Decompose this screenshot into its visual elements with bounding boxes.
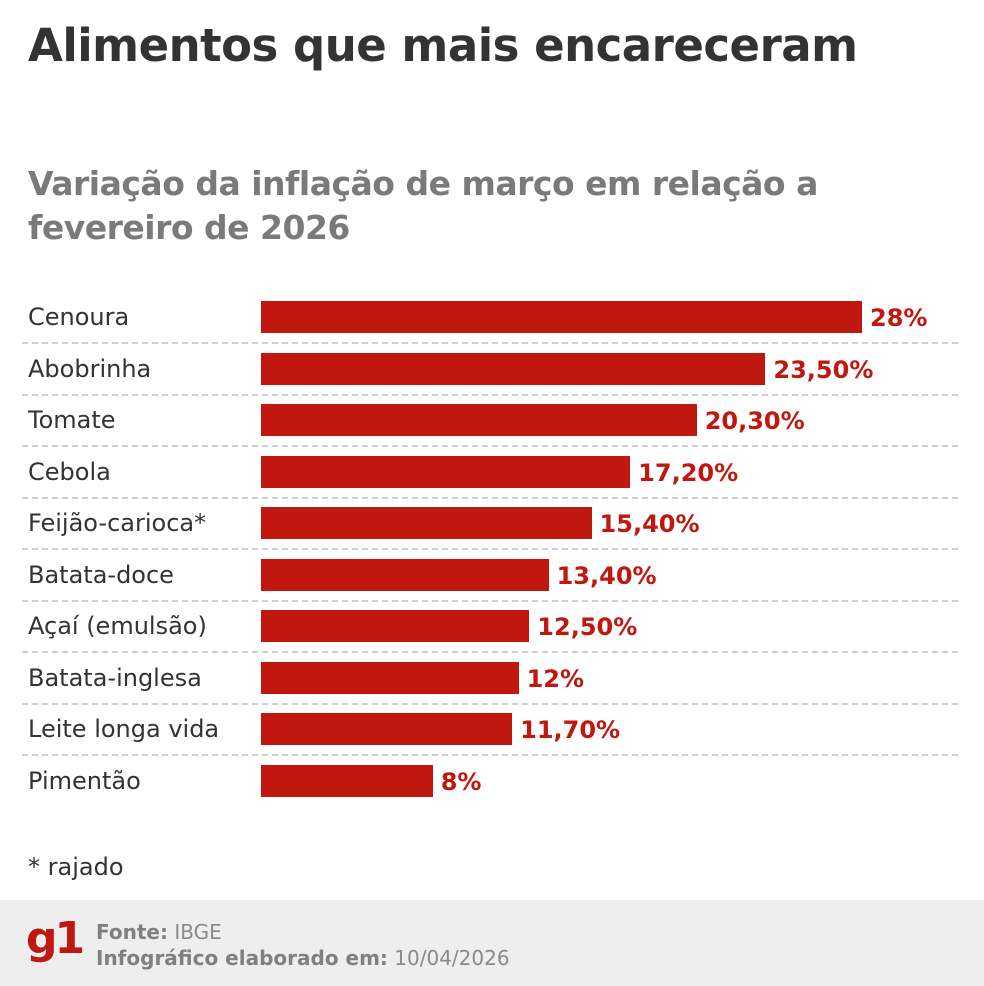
chart-subtitle: Variação da inflação de março em relação…	[28, 164, 818, 247]
row-divider	[22, 496, 958, 499]
data-label: 13,40%	[556, 561, 657, 590]
bar	[261, 713, 513, 745]
data-label: 15,40%	[599, 510, 700, 538]
data-label: 12,50%	[537, 613, 638, 641]
footer: g1 Fonte: IBGE Infográfico elaborado em:…	[0, 900, 984, 986]
row-divider	[22, 393, 958, 396]
category-label: Açaí (emulsão)	[28, 612, 207, 640]
data-label: 8%	[440, 767, 482, 796]
data-label: 12%	[526, 664, 585, 693]
category-label: Leite longa vida	[28, 715, 220, 743]
row-divider	[22, 342, 958, 344]
row-divider	[22, 548, 958, 550]
date-value: 10/04/2026	[394, 946, 510, 970]
row-divider	[22, 754, 958, 756]
bar	[261, 404, 697, 436]
data-label: 28%	[870, 304, 928, 332]
category-label: Batata-doce	[28, 560, 174, 589]
source-line: Fonte: IBGE	[96, 920, 222, 944]
bar-chart: Cenoura 28% Abobrinha 23,50% Tomate 20,30% Ceb…	[22, 301, 958, 797]
category-label: Feijão-carioca*	[28, 509, 207, 537]
footnote: * rajado	[28, 853, 124, 881]
bar	[261, 301, 862, 333]
bar	[261, 558, 549, 591]
bar	[261, 352, 766, 385]
source-value: IBGE	[174, 920, 222, 944]
data-label: 23,50%	[773, 355, 874, 384]
g1-logo: g1	[26, 913, 85, 964]
date-label: Infográfico elaborado em:	[96, 946, 388, 970]
bar	[261, 507, 592, 539]
bar	[261, 610, 530, 642]
data-label: 20,30%	[704, 407, 805, 435]
row-divider	[22, 599, 958, 602]
row-divider	[22, 445, 958, 447]
category-label: Tomate	[28, 406, 116, 434]
bar	[261, 455, 631, 488]
bar	[261, 764, 433, 797]
category-label: Pimentão	[28, 766, 141, 795]
bar	[261, 661, 519, 694]
row-divider	[22, 651, 958, 653]
category-label: Cenoura	[28, 303, 130, 331]
row-divider	[22, 702, 958, 705]
data-label: 17,20%	[638, 458, 739, 487]
chart-title: Alimentos que mais encareceram	[28, 19, 858, 72]
source-label: Fonte:	[96, 920, 168, 944]
category-label: Abobrinha	[28, 354, 152, 383]
date-line: Infográfico elaborado em: 10/04/2026	[96, 946, 510, 970]
category-label: Cebola	[28, 457, 111, 486]
data-label: 11,70%	[520, 716, 621, 744]
category-label: Batata-inglesa	[28, 663, 202, 692]
